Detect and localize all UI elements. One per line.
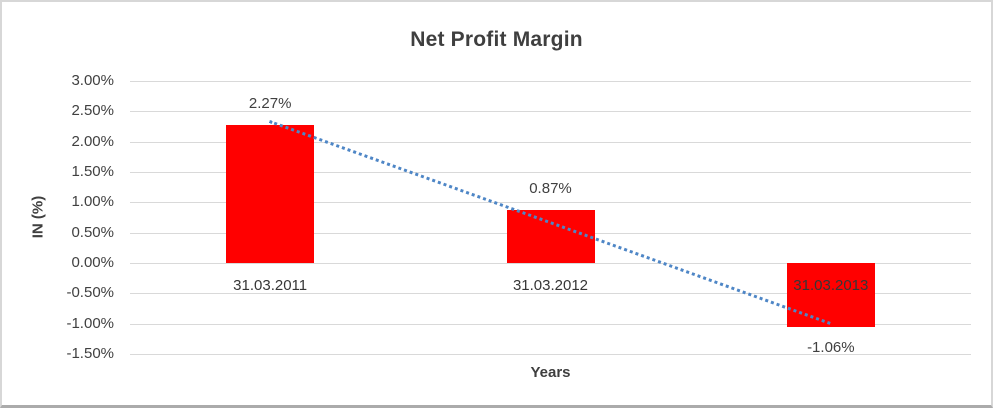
y-tick-label: -1.00%	[66, 314, 114, 332]
y-tick-label: 1.00%	[71, 193, 114, 211]
gridline	[130, 111, 971, 113]
y-tick-label: 2.00%	[71, 132, 114, 150]
plot-area: 3.00% 2.50% 2.00% 1.50% 1.00% 0.50% 0.00% -0.50…	[66, 73, 971, 362]
y-tick-label: 2.50%	[71, 102, 114, 120]
chart-title[interactable]: Net Profit Margin	[410, 28, 583, 51]
gridline	[130, 263, 971, 264]
gridline	[130, 293, 971, 295]
gridline	[130, 141, 971, 143]
x-tick-label: 31.03.2013	[793, 277, 869, 294]
gridline	[130, 202, 971, 204]
gridline	[130, 172, 971, 173]
y-tick-label: 0.00%	[71, 254, 114, 271]
y-tick-label: 0.50%	[71, 223, 114, 241]
bar-31.03.2013[interactable]	[786, 263, 875, 328]
bar-31.03.2012[interactable]	[506, 210, 595, 263]
gridline	[130, 354, 971, 355]
y-tick-label: 3.00%	[71, 72, 114, 89]
data-label: -1.06%	[807, 339, 855, 357]
x-tick-label: 31.03.2012	[512, 277, 589, 294]
x-axis-title[interactable]: Years	[530, 364, 571, 381]
data-label: 0.87%	[529, 180, 572, 198]
y-tick-label: 1.50%	[71, 163, 114, 180]
data-label: 2.27%	[248, 95, 292, 113]
y-tick-label: -0.50%	[66, 284, 114, 302]
gridline	[130, 81, 971, 82]
y-tick-label: -1.50%	[66, 345, 114, 362]
bar-31.03.2011[interactable]	[226, 125, 315, 263]
gridline	[130, 323, 971, 325]
x-tick-label: 31.03.2011	[233, 277, 308, 294]
